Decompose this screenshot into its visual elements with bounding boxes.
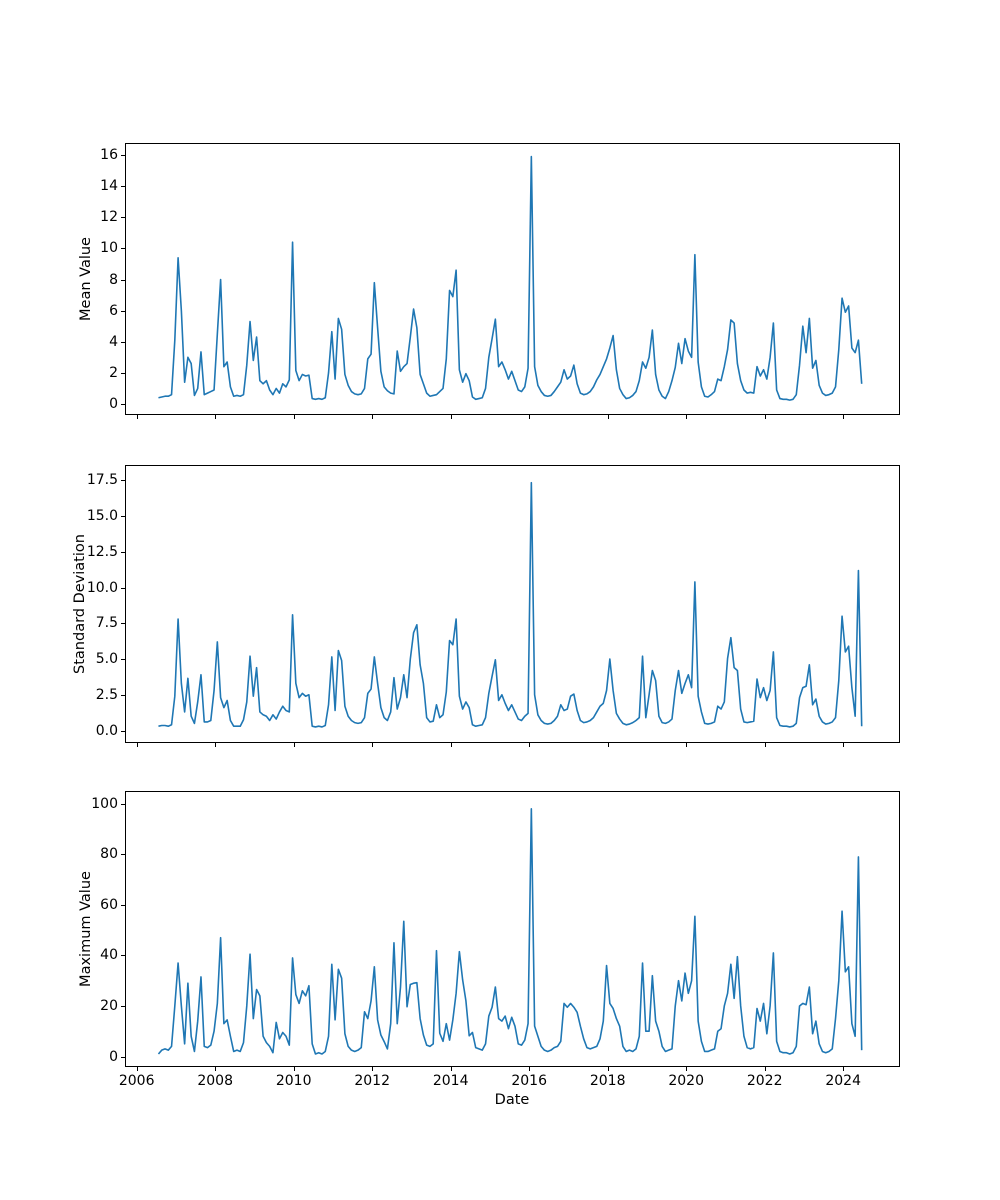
y-tick-mark — [120, 516, 125, 518]
x-tick-label: 2008 — [197, 1073, 233, 1089]
y-tick-label: 40 — [100, 947, 118, 964]
y-tick-mark — [120, 551, 125, 553]
x-tick-mark — [293, 1067, 295, 1071]
y-tick-label: 15.0 — [86, 508, 118, 525]
x-tick-mark — [529, 743, 531, 747]
y-tick-label: 80 — [100, 846, 118, 863]
y-tick-label: 8 — [109, 271, 118, 288]
x-tick-label: 2022 — [746, 1073, 783, 1089]
x-tick-mark — [215, 1067, 217, 1071]
x-tick-mark — [764, 415, 766, 419]
x-tick-mark — [607, 743, 609, 747]
y-tick-label: 0 — [109, 1048, 118, 1065]
y-tick-mark — [120, 623, 125, 625]
x-tick-mark — [529, 1067, 531, 1071]
y-tick-label: 16 — [100, 147, 118, 164]
x-tick-mark — [529, 415, 531, 419]
y-tick-mark — [120, 279, 125, 281]
y-tick-mark — [120, 854, 125, 856]
x-tick-mark — [607, 415, 609, 419]
x-tick-label: 2018 — [589, 1073, 626, 1089]
y-tick-mark — [120, 904, 125, 906]
plot-area-mean — [157, 155, 862, 401]
x-tick-label: 2014 — [432, 1073, 469, 1089]
x-tick-mark — [215, 743, 217, 747]
y-tick-mark — [120, 694, 125, 696]
y-tick-label: 0 — [109, 396, 118, 412]
y-tick-mark — [120, 372, 125, 374]
x-tick-mark — [764, 743, 766, 747]
subplot-standard-deviation — [124, 465, 900, 743]
y-tick-mark — [120, 248, 125, 250]
y-tick-mark — [120, 803, 125, 805]
y-tick-label: 10 — [100, 240, 118, 257]
standard-deviation-line — [157, 481, 862, 728]
plot-area-max — [157, 808, 862, 1055]
x-axis-label-date: Date — [494, 1092, 530, 1108]
y-tick-mark — [120, 955, 125, 957]
x-tick-label: 2010 — [275, 1073, 312, 1089]
y-tick-mark — [120, 217, 125, 219]
y-tick-mark — [120, 1005, 125, 1007]
y-tick-label: 60 — [100, 896, 118, 913]
mean-value-line — [157, 155, 862, 401]
y-tick-mark — [120, 659, 125, 661]
y-tick-label: 12 — [100, 209, 118, 226]
y-tick-label: 4 — [109, 333, 118, 350]
y-tick-mark — [120, 730, 125, 732]
y-tick-mark — [120, 587, 125, 589]
x-tick-label: 2020 — [668, 1073, 704, 1089]
y-tick-mark — [120, 186, 125, 188]
x-tick-mark — [764, 1067, 766, 1071]
y-tick-label: 12.5 — [86, 543, 118, 560]
x-tick-mark — [136, 1067, 138, 1071]
subplot-mean-value — [124, 143, 900, 415]
x-tick-mark — [372, 1067, 374, 1071]
x-tick-mark — [607, 1067, 609, 1071]
plot-area-std — [157, 481, 862, 728]
x-tick-label: 2016 — [511, 1073, 547, 1089]
y-tick-mark — [120, 1056, 125, 1058]
y-tick-label: 100 — [91, 795, 118, 812]
x-tick-mark — [686, 1067, 688, 1071]
y-tick-label: 20 — [100, 997, 118, 1014]
x-tick-mark — [450, 1067, 452, 1071]
x-tick-mark — [136, 415, 138, 419]
y-tick-label: 7.5 — [95, 615, 118, 632]
y-tick-mark — [120, 310, 125, 312]
y-tick-mark — [120, 404, 125, 405]
x-tick-mark — [686, 415, 688, 419]
x-tick-mark — [293, 415, 295, 419]
x-tick-label: 2012 — [354, 1073, 390, 1089]
x-tick-mark — [450, 743, 452, 747]
x-tick-mark — [372, 743, 374, 747]
y-tick-mark — [120, 480, 125, 482]
x-tick-mark — [843, 415, 845, 419]
x-tick-mark — [136, 743, 138, 747]
x-tick-mark — [215, 415, 217, 419]
y-tick-label: 10.0 — [86, 579, 118, 596]
y-tick-mark — [120, 155, 125, 157]
x-tick-mark — [293, 743, 295, 747]
x-tick-mark — [843, 743, 845, 747]
y-tick-label: 6 — [109, 302, 118, 319]
y-tick-label: 14 — [100, 178, 118, 195]
x-tick-label: 2024 — [825, 1073, 861, 1089]
maximum-value-line — [157, 808, 862, 1055]
y-tick-mark — [120, 341, 125, 343]
y-tick-label: 2 — [109, 364, 118, 381]
x-tick-label: 2006 — [118, 1073, 155, 1089]
y-tick-label: 2.5 — [95, 686, 118, 703]
x-tick-mark — [372, 415, 374, 419]
subplot-maximum-value — [124, 791, 900, 1067]
x-tick-mark — [450, 415, 452, 419]
y-tick-label: 17.5 — [86, 472, 118, 489]
y-tick-label: 0.0 — [95, 722, 118, 739]
x-tick-mark — [686, 743, 688, 747]
y-tick-label: 5.0 — [95, 651, 118, 668]
x-tick-mark — [843, 1067, 845, 1071]
y-axis-label-standard-deviation: Standard Deviation — [72, 534, 88, 674]
